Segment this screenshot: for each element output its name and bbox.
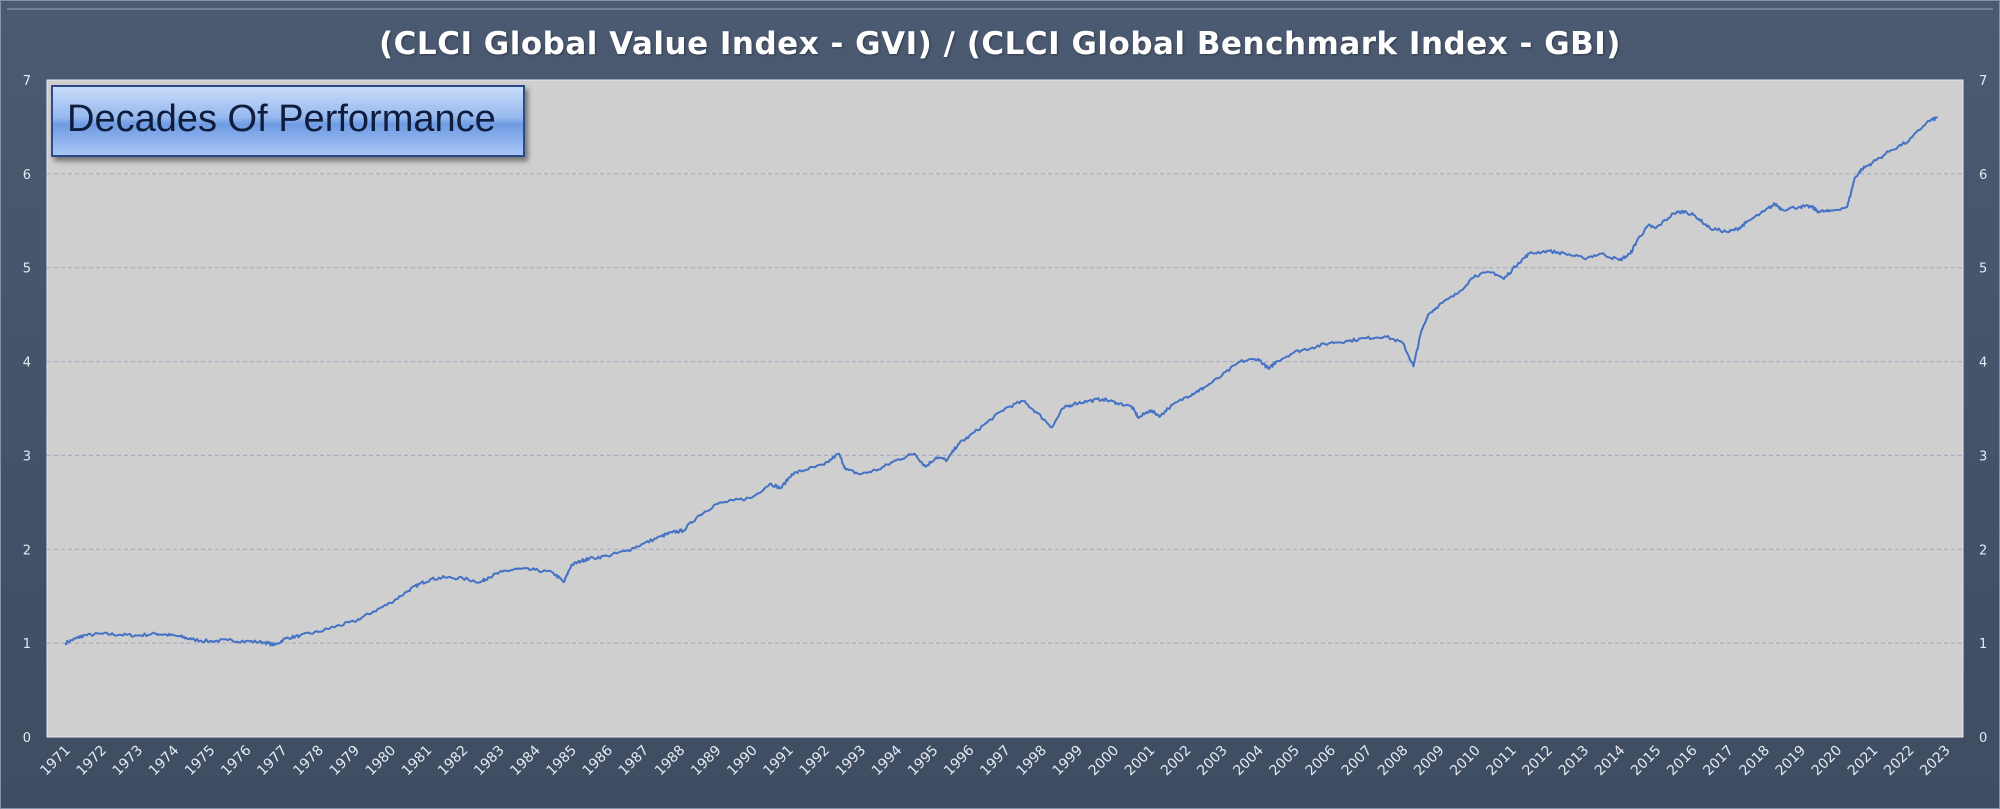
x-tick-label: 1986 <box>580 742 617 779</box>
x-tick-label: 1999 <box>1050 743 1087 780</box>
x-tick-label: 1987 <box>616 743 653 780</box>
y-tick-label-right: 4 <box>1979 356 1987 371</box>
gridlines <box>47 173 1963 644</box>
x-tick-label: 1990 <box>724 743 761 780</box>
x-tick-label: 2003 <box>1194 743 1231 780</box>
x-tick-label: 2005 <box>1267 743 1304 780</box>
x-tick-label: 1978 <box>290 743 327 780</box>
x-tick-label: 2010 <box>1447 743 1484 780</box>
x-tick-label: 2017 <box>1700 743 1737 780</box>
y-tick-label-left: 5 <box>23 262 31 277</box>
x-tick-label: 2018 <box>1736 743 1773 780</box>
x-tick-label: 1974 <box>146 742 183 779</box>
x-tick-label: 2000 <box>1086 743 1123 780</box>
y-tick-label-right: 5 <box>1979 262 1987 277</box>
x-tick-label: 1993 <box>833 743 870 780</box>
x-tick-label: 1992 <box>797 743 834 780</box>
x-tick-label: 1998 <box>1013 743 1050 780</box>
x-tick-label: 1997 <box>977 743 1014 780</box>
x-tick-label: 1980 <box>363 743 400 780</box>
x-tick-label: 1989 <box>688 743 725 780</box>
annotation-box: Decades Of Performance <box>51 85 525 157</box>
y-tick-label-left: 0 <box>23 731 31 746</box>
x-tick-label: 1991 <box>760 743 797 780</box>
x-tick-label: 1972 <box>74 743 111 780</box>
x-tick-label: 1977 <box>254 743 291 780</box>
y-tick-label-left: 1 <box>23 637 31 652</box>
annotation-label: Decades Of Performance <box>67 98 496 140</box>
frame-top-rule <box>7 8 1993 10</box>
y-tick-label-right: 6 <box>1979 168 1987 183</box>
x-tick-label: 2011 <box>1483 743 1520 780</box>
x-tick-label: 2009 <box>1411 743 1448 780</box>
x-tick-label: 2008 <box>1375 743 1412 780</box>
x-tick-label: 2007 <box>1339 743 1376 780</box>
y-tick-label-left: 4 <box>23 356 31 371</box>
y-tick-label-left: 2 <box>23 543 31 558</box>
x-axis: 1971 1972 1973 1974 1975 1976 1977 1978 1979 1980… <box>37 742 1953 779</box>
y-tick-label-right: 7 <box>1979 74 1987 89</box>
x-tick-label: 2016 <box>1664 742 1701 779</box>
x-tick-label: 2015 <box>1628 743 1665 780</box>
x-tick-label: 1976 <box>218 742 255 779</box>
x-tick-label: 2012 <box>1520 743 1557 780</box>
y-axis-right: 0 1 2 3 4 5 6 7 <box>1979 74 1987 746</box>
x-tick-label: 1982 <box>435 743 472 780</box>
x-tick-label: 2004 <box>1230 742 1267 779</box>
x-tick-label: 1996 <box>941 742 978 779</box>
x-tick-label: 1983 <box>471 743 508 780</box>
x-tick-label: 2014 <box>1592 742 1629 779</box>
x-tick-label: 1973 <box>110 743 147 780</box>
x-tick-label: 2019 <box>1773 743 1810 780</box>
x-tick-label: 1981 <box>399 743 436 780</box>
series-line <box>64 116 1938 647</box>
y-tick-label-right: 0 <box>1979 731 1987 746</box>
y-axis-left: 0 1 2 3 4 5 6 7 <box>23 74 31 746</box>
x-tick-label: 2020 <box>1809 743 1846 780</box>
x-tick-label: 2002 <box>1158 743 1195 780</box>
y-tick-label-right: 3 <box>1979 449 1987 464</box>
x-tick-label: 1975 <box>182 743 219 780</box>
x-tick-label: 2022 <box>1881 743 1918 780</box>
x-tick-label: 1984 <box>507 742 544 779</box>
chart-title: (CLCI Global Value Index - GVI) / (CLCI … <box>379 26 1621 62</box>
x-tick-label: 1985 <box>544 743 581 780</box>
x-tick-label: 2013 <box>1556 743 1593 780</box>
x-tick-label: 1994 <box>869 742 906 779</box>
y-tick-label-left: 6 <box>23 168 31 183</box>
y-tick-label-left: 7 <box>23 74 31 89</box>
x-tick-label: 2006 <box>1303 742 1340 779</box>
y-tick-label-left: 3 <box>23 449 31 464</box>
x-tick-label: 1995 <box>905 743 942 780</box>
x-tick-label: 1979 <box>327 743 364 780</box>
x-tick-label: 2001 <box>1122 743 1159 780</box>
x-tick-label: 2023 <box>1917 743 1954 780</box>
x-tick-label: 1971 <box>37 743 74 780</box>
y-tick-label-right: 2 <box>1979 543 1987 558</box>
x-tick-label: 2021 <box>1845 743 1882 780</box>
y-tick-label-right: 1 <box>1979 637 1987 652</box>
x-tick-label: 1988 <box>652 743 689 780</box>
